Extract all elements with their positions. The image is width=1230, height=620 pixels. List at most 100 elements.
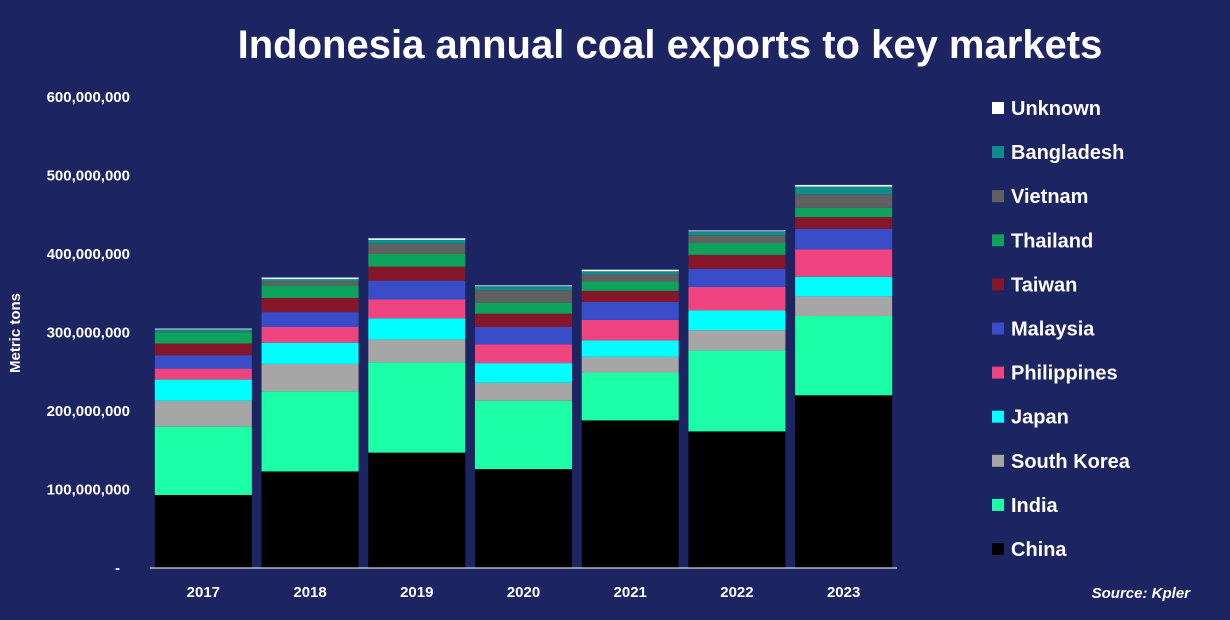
bar-segment-malaysia-2022 <box>688 268 786 287</box>
bar-segment-vietnam-2018 <box>261 281 359 286</box>
bar-segment-india-2020 <box>475 400 572 470</box>
bar-segment-unknown-2019 <box>368 238 466 240</box>
legend-swatch-philippines <box>992 366 1004 379</box>
bar-segment-japan-2018 <box>261 342 359 364</box>
legend-swatch-china <box>992 543 1004 555</box>
legend-swatch-malaysia <box>992 322 1004 335</box>
x-tick-label: 2022 <box>720 584 753 601</box>
x-axis-ticks: 2017 2018 2019 2020 2021 2022 2023 <box>187 584 861 601</box>
x-tick-label: 2019 <box>400 584 433 601</box>
bar-segment-unknown-2020 <box>475 285 572 287</box>
bar-segment-china-2020 <box>475 469 572 568</box>
bars-group <box>154 184 893 568</box>
y-tick-label: 500,000,000 <box>47 168 130 185</box>
bar-segment-india-2017 <box>154 426 252 495</box>
bar-segment-unknown-2017 <box>154 328 252 330</box>
bar-segment-japan-2023 <box>795 276 893 297</box>
bar-segment-thailand-2020 <box>475 302 572 314</box>
bar-segment-bangladesh-2022 <box>688 231 786 236</box>
bar-segment-taiwan-2018 <box>261 297 359 313</box>
y-tick-label: 100,000,000 <box>47 482 130 499</box>
bar-segment-bangladesh-2020 <box>475 286 572 291</box>
bar-segment-philippines-2018 <box>261 327 359 343</box>
bar-segment-south-korea-2017 <box>154 400 252 427</box>
bar-segment-india-2019 <box>368 362 466 453</box>
bar-segment-china-2021 <box>581 420 679 568</box>
legend-swatch-india <box>992 498 1004 511</box>
bar-segment-china-2018 <box>261 471 359 568</box>
bar-segment-bangladesh-2023 <box>795 186 893 195</box>
bar-segment-vietnam-2023 <box>795 194 893 208</box>
bar-segment-thailand-2019 <box>368 254 466 267</box>
y-tick-label: 300,000,000 <box>47 325 130 342</box>
chart-title: Indonesia annual coal exports to key mar… <box>238 23 1103 67</box>
bar-segment-japan-2017 <box>154 379 252 401</box>
legend-swatch-south-korea <box>992 454 1004 467</box>
bar-segment-india-2023 <box>795 316 893 396</box>
bar-segment-vietnam-2017 <box>154 331 252 333</box>
bar-segment-malaysia-2017 <box>154 355 252 369</box>
bar-segment-taiwan-2019 <box>368 266 466 281</box>
legend-label: China <box>1011 539 1067 561</box>
bar-segment-unknown-2022 <box>688 230 786 232</box>
bar-segment-philippines-2023 <box>795 249 893 277</box>
bar-segment-thailand-2023 <box>795 207 893 218</box>
legend-label: South Korea <box>1011 451 1131 473</box>
x-tick-label: 2018 <box>293 584 326 601</box>
bar-segment-india-2018 <box>261 391 359 472</box>
bar-segment-south-korea-2023 <box>795 296 893 317</box>
legend-swatch-japan <box>992 410 1004 423</box>
y-axis-ticks: - 100,000,000 200,000,000 300,000,000 400,00… <box>47 89 130 577</box>
bar-segment-taiwan-2021 <box>581 290 679 302</box>
bar-segment-malaysia-2018 <box>261 312 359 328</box>
legend-label: Thailand <box>1011 230 1093 252</box>
legend-label: Unknown <box>1011 98 1101 120</box>
bar-segment-unknown-2023 <box>795 184 893 187</box>
bar-segment-japan-2019 <box>368 318 466 340</box>
legend-label: Vietnam <box>1011 186 1088 208</box>
y-tick-label: 400,000,000 <box>47 246 130 263</box>
bar-segment-india-2021 <box>581 372 679 421</box>
bar-segment-south-korea-2019 <box>368 339 466 363</box>
bar-segment-south-korea-2018 <box>261 363 359 392</box>
source-note: Source: Kpler <box>1092 585 1192 602</box>
legend: Unknown Bangladesh Vietnam Thailand Taiwan Ma… <box>992 98 1131 561</box>
bar-segment-taiwan-2020 <box>475 313 572 328</box>
bar-segment-malaysia-2020 <box>475 327 572 345</box>
bar-segment-unknown-2018 <box>261 277 359 280</box>
bar-segment-vietnam-2020 <box>475 290 572 303</box>
bar-segment-philippines-2019 <box>368 299 466 319</box>
y-tick-label: 600,000,000 <box>47 89 130 106</box>
bar-segment-japan-2022 <box>688 310 786 331</box>
bar-segment-malaysia-2019 <box>368 280 466 300</box>
legend-label: Philippines <box>1011 363 1118 385</box>
bar-segment-bangladesh-2021 <box>581 271 679 275</box>
legend-label: Malaysia <box>1011 319 1095 341</box>
y-tick-label: - <box>115 560 120 577</box>
legend-label: India <box>1011 495 1059 517</box>
x-tick-label: 2020 <box>507 584 540 601</box>
legend-swatch-taiwan <box>992 278 1004 291</box>
bar-segment-unknown-2021 <box>581 269 679 272</box>
bar-segment-china-2017 <box>154 494 252 568</box>
bar-segment-taiwan-2022 <box>688 254 786 269</box>
bar-segment-japan-2021 <box>581 340 679 357</box>
bar-segment-bangladesh-2018 <box>261 279 359 282</box>
legend-swatch-unknown <box>992 102 1004 114</box>
legend-swatch-thailand <box>992 234 1004 247</box>
bar-segment-india-2022 <box>688 350 786 432</box>
bar-segment-china-2023 <box>795 395 893 568</box>
bar-segment-bangladesh-2019 <box>368 239 466 244</box>
bar-segment-china-2022 <box>688 431 786 568</box>
legend-swatch-vietnam <box>992 190 1004 203</box>
bar-segment-south-korea-2022 <box>688 330 786 351</box>
bar-segment-taiwan-2023 <box>795 217 893 229</box>
bar-segment-thailand-2021 <box>581 281 679 291</box>
y-tick-label: 200,000,000 <box>47 403 130 420</box>
x-tick-label: 2017 <box>187 584 220 601</box>
legend-label: Japan <box>1011 407 1069 429</box>
bar-segment-vietnam-2019 <box>368 243 466 254</box>
legend-swatch-bangladesh <box>992 146 1004 159</box>
x-tick-label: 2021 <box>614 584 647 601</box>
